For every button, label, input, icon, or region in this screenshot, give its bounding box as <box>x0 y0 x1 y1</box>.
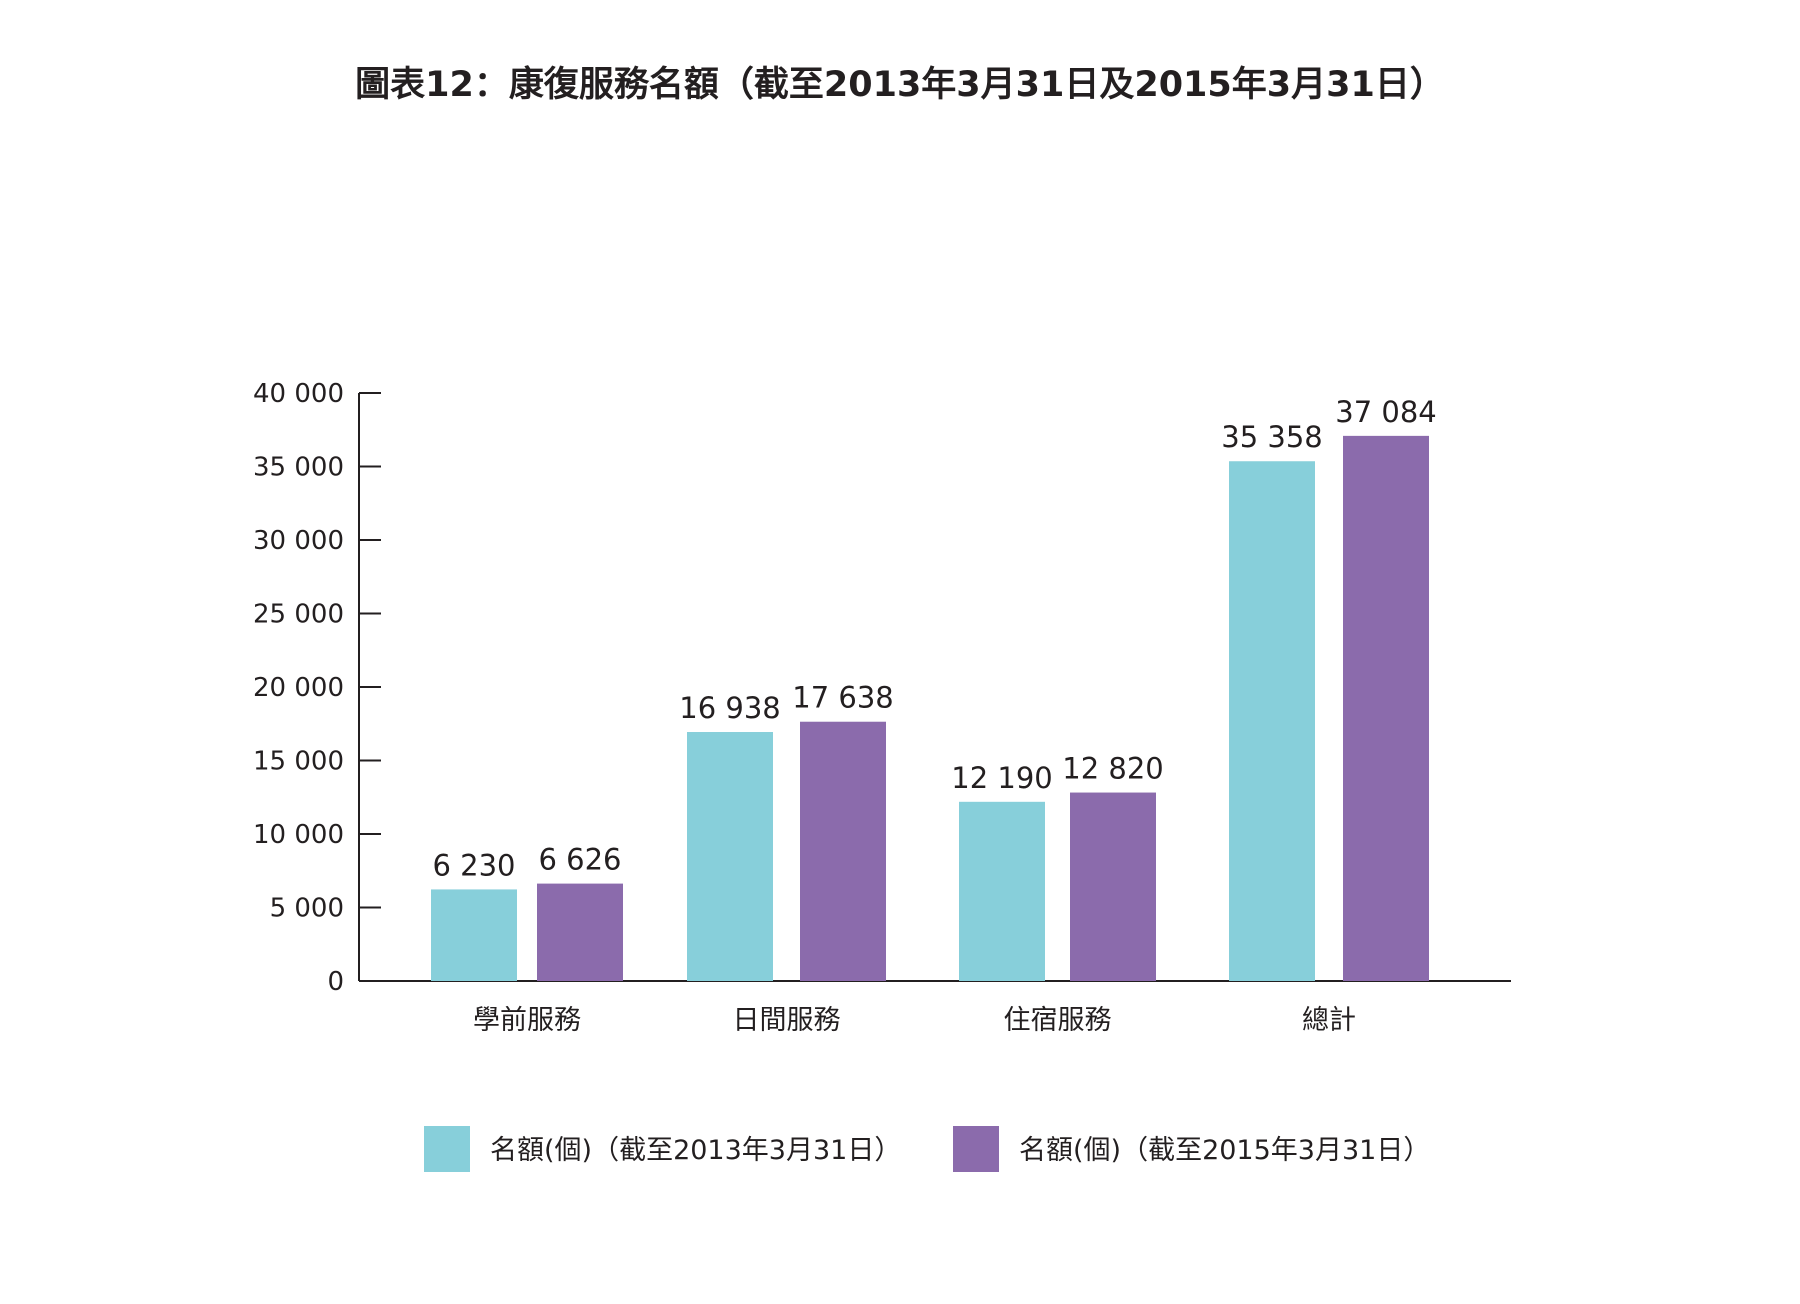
y-tick-label: 0 <box>327 967 344 997</box>
data-label: 37 084 <box>1335 395 1436 429</box>
y-tick-label: 25 000 <box>253 600 344 630</box>
x-tick-label: 住宿服務 <box>1004 1005 1112 1036</box>
bar-2015-0 <box>537 883 623 981</box>
axes: 0 5 000 10 000 15 000 20 000 25 000 30 000 35 0… <box>253 379 1511 1036</box>
y-tick-label: 40 000 <box>253 379 344 409</box>
y-tick-label: 15 000 <box>253 747 344 777</box>
data-label: 6 230 <box>432 848 515 882</box>
legend: 名額(個)（截至2013年3月31日） 名額(個)（截至2015年3月31日） <box>424 1126 1430 1172</box>
data-label: 17 638 <box>792 681 893 715</box>
bar-2015-3 <box>1343 435 1429 981</box>
legend-swatch <box>953 1126 999 1172</box>
legend-swatch <box>424 1126 470 1172</box>
chart-title: 圖表12：康復服務名額（截至2013年3月31日及2015年3月31日） <box>355 64 1445 105</box>
y-tick-label: 5 000 <box>270 894 344 924</box>
bar-2013-3 <box>1229 461 1315 981</box>
legend-label: 名額(個)（截至2015年3月31日） <box>1019 1135 1430 1166</box>
x-tick-label: 總計 <box>1302 1005 1356 1036</box>
bar-2013-0 <box>431 889 517 981</box>
data-label: 35 358 <box>1221 420 1322 454</box>
legend-label: 名額(個)（截至2013年3月31日） <box>490 1135 901 1166</box>
data-label: 6 626 <box>538 843 621 877</box>
y-tick-label: 30 000 <box>253 526 344 556</box>
y-tick-label: 35 000 <box>253 453 344 483</box>
data-label: 12 190 <box>951 761 1052 795</box>
data-label: 16 938 <box>679 691 780 725</box>
bar-2015-2 <box>1070 792 1156 981</box>
bar-2013-2 <box>959 801 1045 981</box>
data-labels: 6 230 6 626 16 938 17 638 12 190 12 820 35 358… <box>432 395 1436 883</box>
bar-2013-1 <box>687 732 773 981</box>
bar-2015-1 <box>800 721 886 981</box>
x-tick-label: 學前服務 <box>473 1005 581 1036</box>
y-tick-label: 20 000 <box>253 673 344 703</box>
bars <box>431 435 1429 981</box>
y-tick-label: 10 000 <box>253 820 344 850</box>
data-label: 12 820 <box>1062 752 1163 786</box>
x-tick-label: 日間服務 <box>733 1005 841 1036</box>
